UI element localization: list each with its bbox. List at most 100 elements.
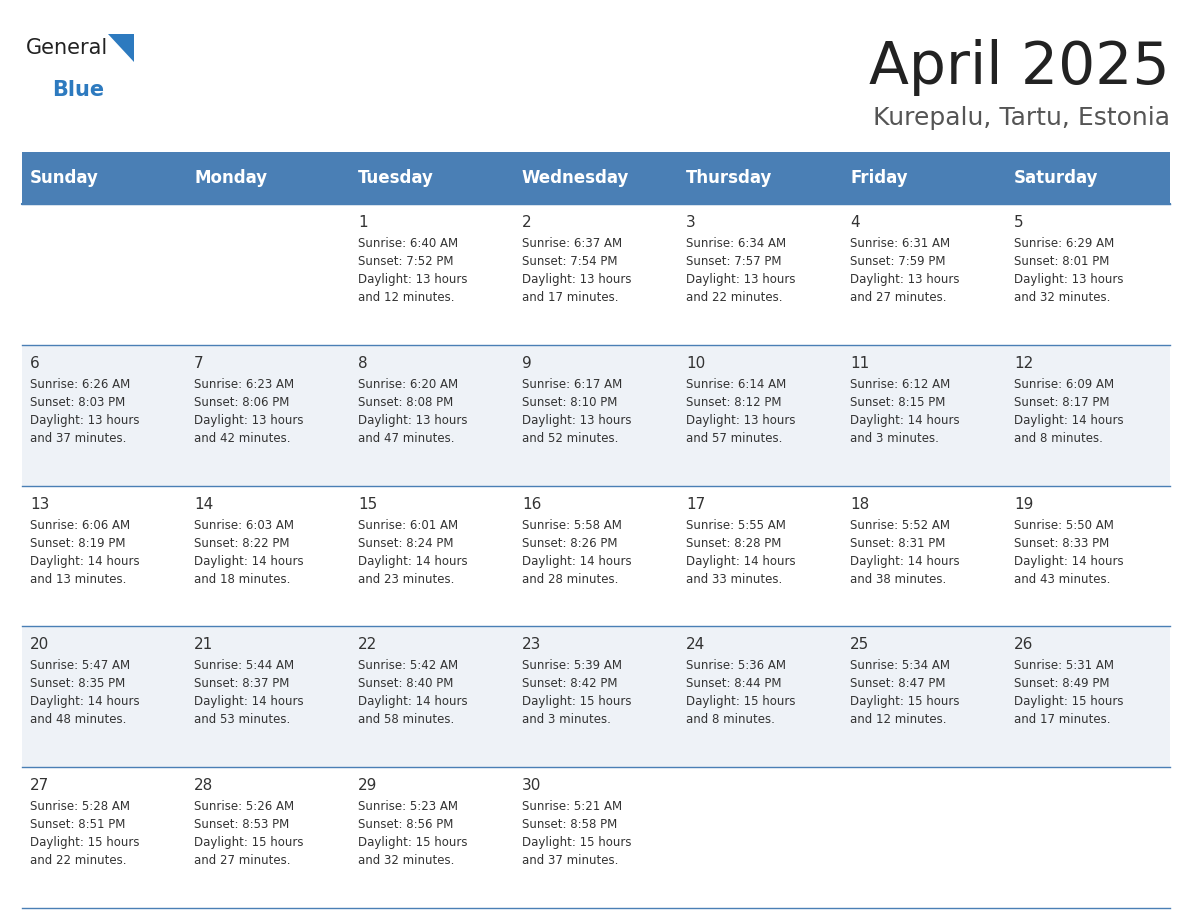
Text: 7: 7 xyxy=(194,356,203,371)
Text: and 57 minutes.: and 57 minutes. xyxy=(685,431,783,445)
Text: and 32 minutes.: and 32 minutes. xyxy=(1015,291,1111,304)
Text: Sunday: Sunday xyxy=(30,169,99,187)
Text: Daylight: 14 hours: Daylight: 14 hours xyxy=(358,554,468,567)
Text: Sunset: 7:59 PM: Sunset: 7:59 PM xyxy=(849,255,946,268)
Text: 12: 12 xyxy=(1015,356,1034,371)
Bar xyxy=(23,204,1170,345)
Text: 8: 8 xyxy=(358,356,367,371)
Text: Sunrise: 5:44 AM: Sunrise: 5:44 AM xyxy=(194,659,295,672)
Text: Sunrise: 5:42 AM: Sunrise: 5:42 AM xyxy=(358,659,459,672)
Text: Sunset: 8:26 PM: Sunset: 8:26 PM xyxy=(522,537,618,550)
Text: Sunrise: 5:31 AM: Sunrise: 5:31 AM xyxy=(1015,659,1114,672)
Text: 9: 9 xyxy=(522,356,532,371)
Text: and 52 minutes.: and 52 minutes. xyxy=(522,431,619,445)
Text: Daylight: 14 hours: Daylight: 14 hours xyxy=(194,696,304,709)
Text: Sunrise: 6:37 AM: Sunrise: 6:37 AM xyxy=(522,237,623,250)
Text: 19: 19 xyxy=(1015,497,1034,511)
Text: 13: 13 xyxy=(30,497,50,511)
Text: Sunset: 8:28 PM: Sunset: 8:28 PM xyxy=(685,537,782,550)
Text: and 32 minutes.: and 32 minutes. xyxy=(358,855,454,868)
Text: 5: 5 xyxy=(1015,215,1024,230)
Text: Sunset: 8:44 PM: Sunset: 8:44 PM xyxy=(685,677,782,690)
Text: and 17 minutes.: and 17 minutes. xyxy=(1015,713,1111,726)
Text: Saturday: Saturday xyxy=(1015,169,1099,187)
Text: Thursday: Thursday xyxy=(685,169,772,187)
Text: and 53 minutes.: and 53 minutes. xyxy=(194,713,290,726)
Text: General: General xyxy=(26,38,108,58)
Text: and 8 minutes.: and 8 minutes. xyxy=(685,713,775,726)
Text: and 13 minutes.: and 13 minutes. xyxy=(30,573,126,586)
Text: 23: 23 xyxy=(522,637,542,653)
Text: and 8 minutes.: and 8 minutes. xyxy=(1015,431,1102,445)
Text: Sunset: 8:51 PM: Sunset: 8:51 PM xyxy=(30,818,126,831)
Text: Daylight: 13 hours: Daylight: 13 hours xyxy=(30,414,139,427)
Text: Daylight: 15 hours: Daylight: 15 hours xyxy=(522,696,632,709)
Text: Daylight: 14 hours: Daylight: 14 hours xyxy=(30,696,140,709)
Text: Daylight: 15 hours: Daylight: 15 hours xyxy=(1015,696,1124,709)
Text: Daylight: 15 hours: Daylight: 15 hours xyxy=(849,696,960,709)
Text: Sunset: 8:42 PM: Sunset: 8:42 PM xyxy=(522,677,618,690)
Text: Daylight: 13 hours: Daylight: 13 hours xyxy=(685,414,796,427)
Text: Daylight: 13 hours: Daylight: 13 hours xyxy=(358,414,468,427)
Text: Sunrise: 6:12 AM: Sunrise: 6:12 AM xyxy=(849,378,950,391)
Text: Sunrise: 6:14 AM: Sunrise: 6:14 AM xyxy=(685,378,786,391)
Text: Daylight: 13 hours: Daylight: 13 hours xyxy=(849,273,960,286)
Text: Blue: Blue xyxy=(52,80,105,100)
Text: Daylight: 13 hours: Daylight: 13 hours xyxy=(358,273,468,286)
Text: Sunset: 7:52 PM: Sunset: 7:52 PM xyxy=(358,255,454,268)
Text: Daylight: 15 hours: Daylight: 15 hours xyxy=(30,836,139,849)
Text: Daylight: 14 hours: Daylight: 14 hours xyxy=(685,554,796,567)
Text: Sunset: 8:40 PM: Sunset: 8:40 PM xyxy=(358,677,454,690)
Text: and 48 minutes.: and 48 minutes. xyxy=(30,713,126,726)
Text: 15: 15 xyxy=(358,497,378,511)
Text: and 33 minutes.: and 33 minutes. xyxy=(685,573,782,586)
Text: 18: 18 xyxy=(849,497,870,511)
Text: and 17 minutes.: and 17 minutes. xyxy=(522,291,619,304)
Text: 22: 22 xyxy=(358,637,378,653)
Text: Sunrise: 6:23 AM: Sunrise: 6:23 AM xyxy=(194,378,295,391)
Text: Daylight: 14 hours: Daylight: 14 hours xyxy=(1015,414,1124,427)
Text: and 3 minutes.: and 3 minutes. xyxy=(849,431,939,445)
Text: and 37 minutes.: and 37 minutes. xyxy=(522,855,619,868)
Text: Sunset: 8:22 PM: Sunset: 8:22 PM xyxy=(194,537,290,550)
Text: 29: 29 xyxy=(358,778,378,793)
Text: Sunset: 8:58 PM: Sunset: 8:58 PM xyxy=(522,818,618,831)
Text: Sunset: 8:49 PM: Sunset: 8:49 PM xyxy=(1015,677,1110,690)
Text: Sunrise: 5:39 AM: Sunrise: 5:39 AM xyxy=(522,659,623,672)
Text: Sunset: 8:19 PM: Sunset: 8:19 PM xyxy=(30,537,126,550)
Polygon shape xyxy=(108,34,134,62)
Text: Sunrise: 5:26 AM: Sunrise: 5:26 AM xyxy=(194,800,295,813)
Text: 1: 1 xyxy=(358,215,367,230)
Text: Kurepalu, Tartu, Estonia: Kurepalu, Tartu, Estonia xyxy=(873,106,1170,130)
Text: Sunset: 8:08 PM: Sunset: 8:08 PM xyxy=(358,396,454,409)
Text: Sunrise: 6:09 AM: Sunrise: 6:09 AM xyxy=(1015,378,1114,391)
Text: Sunset: 8:37 PM: Sunset: 8:37 PM xyxy=(194,677,290,690)
Text: 17: 17 xyxy=(685,497,706,511)
Text: and 42 minutes.: and 42 minutes. xyxy=(194,431,291,445)
Bar xyxy=(23,345,1170,486)
Text: and 37 minutes.: and 37 minutes. xyxy=(30,431,126,445)
Text: Wednesday: Wednesday xyxy=(522,169,630,187)
Text: Daylight: 14 hours: Daylight: 14 hours xyxy=(30,554,140,567)
Text: Sunrise: 5:50 AM: Sunrise: 5:50 AM xyxy=(1015,519,1114,532)
Text: Sunset: 8:24 PM: Sunset: 8:24 PM xyxy=(358,537,454,550)
Text: Sunrise: 6:26 AM: Sunrise: 6:26 AM xyxy=(30,378,131,391)
Text: 25: 25 xyxy=(849,637,870,653)
Text: and 27 minutes.: and 27 minutes. xyxy=(194,855,291,868)
Bar xyxy=(23,486,1170,626)
Text: Sunset: 8:15 PM: Sunset: 8:15 PM xyxy=(849,396,946,409)
Text: Sunset: 8:31 PM: Sunset: 8:31 PM xyxy=(849,537,946,550)
Text: 2: 2 xyxy=(522,215,531,230)
Text: Sunrise: 5:58 AM: Sunrise: 5:58 AM xyxy=(522,519,621,532)
Text: Sunrise: 6:03 AM: Sunrise: 6:03 AM xyxy=(194,519,293,532)
Text: and 23 minutes.: and 23 minutes. xyxy=(358,573,454,586)
Text: and 28 minutes.: and 28 minutes. xyxy=(522,573,619,586)
Text: 27: 27 xyxy=(30,778,49,793)
Text: Daylight: 14 hours: Daylight: 14 hours xyxy=(358,696,468,709)
Text: Tuesday: Tuesday xyxy=(358,169,434,187)
Text: Sunset: 8:12 PM: Sunset: 8:12 PM xyxy=(685,396,782,409)
Text: Sunrise: 5:34 AM: Sunrise: 5:34 AM xyxy=(849,659,950,672)
Text: and 27 minutes.: and 27 minutes. xyxy=(849,291,947,304)
Text: Sunset: 8:06 PM: Sunset: 8:06 PM xyxy=(194,396,290,409)
Text: Sunset: 8:35 PM: Sunset: 8:35 PM xyxy=(30,677,125,690)
